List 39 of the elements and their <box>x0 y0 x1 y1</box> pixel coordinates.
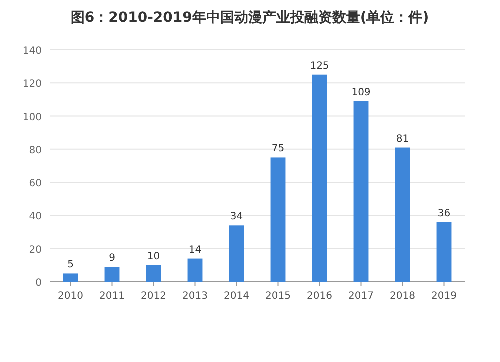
data-label: 75 <box>272 144 285 155</box>
bar <box>63 274 78 282</box>
bar <box>354 101 369 282</box>
x-tick-label: 2016 <box>307 291 332 302</box>
data-label: 125 <box>310 60 330 72</box>
y-tick-label: 60 <box>29 178 42 190</box>
data-label: 109 <box>352 87 371 98</box>
bar <box>395 148 410 282</box>
data-label: 34 <box>230 212 244 223</box>
x-tick-label: 2010 <box>58 291 84 302</box>
y-tick-label: 140 <box>22 46 42 57</box>
x-tick-label: 2014 <box>224 291 250 302</box>
data-label: 9 <box>109 253 116 264</box>
bar <box>436 222 452 282</box>
data-label: 14 <box>188 244 202 256</box>
x-tick-label: 2018 <box>390 291 416 302</box>
y-tick-label: 20 <box>29 244 42 256</box>
x-tick-label: 2015 <box>266 291 291 302</box>
bar <box>146 265 162 282</box>
bar <box>104 267 120 282</box>
x-tick-label: 2013 <box>182 291 208 302</box>
y-tick-label: 0 <box>36 278 42 289</box>
y-tick-label: 80 <box>29 145 42 156</box>
bar <box>312 74 328 282</box>
bar <box>270 158 286 282</box>
y-tick-label: 100 <box>22 112 42 124</box>
chart-title: 图6：2010-2019年中国动漫产业投融资数量(单位：件) <box>70 9 430 26</box>
x-tick-label: 2012 <box>141 291 166 302</box>
bar <box>229 226 244 282</box>
y-tick-label: 120 <box>22 79 42 90</box>
data-label: 10 <box>147 251 160 262</box>
bar <box>188 258 203 282</box>
y-tick-label: 40 <box>29 212 42 223</box>
data-label: 36 <box>438 208 451 220</box>
data-label: 5 <box>68 260 74 271</box>
x-tick-label: 2019 <box>432 291 457 302</box>
x-tick-label: 2011 <box>100 291 125 302</box>
x-tick-label: 2017 <box>348 291 374 302</box>
data-label: 81 <box>396 134 410 145</box>
